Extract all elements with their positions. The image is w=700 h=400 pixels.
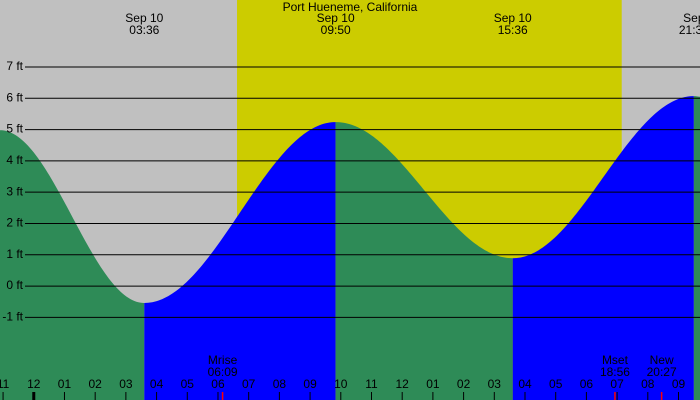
y-tick-label: 4 ft: [6, 153, 23, 167]
moon-time: 20:27: [647, 365, 677, 379]
y-tick-label: 7 ft: [6, 59, 23, 73]
moon-time: 18:56: [600, 365, 630, 379]
hour-label: 03: [488, 377, 502, 391]
falling-tide: [0, 130, 145, 400]
y-tick-label: 2 ft: [6, 216, 23, 230]
hour-label: 09: [303, 377, 317, 391]
hour-label: 03: [119, 377, 133, 391]
hour-label: 10: [334, 377, 348, 391]
hour-label: 04: [150, 377, 164, 391]
chart-title: Port Hueneme, California: [283, 0, 418, 14]
hour-label: 04: [518, 377, 532, 391]
hour-label: 07: [610, 377, 624, 391]
extreme-time: 09:50: [321, 23, 351, 37]
moon-label: Mset: [602, 353, 629, 367]
extreme-time: 21:30: [679, 23, 700, 37]
hour-label: 05: [181, 377, 195, 391]
hour-label: 11: [365, 377, 378, 391]
moon-label: New: [650, 353, 674, 367]
hour-label: 08: [641, 377, 655, 391]
y-tick-label: 0 ft: [6, 278, 23, 292]
hour-label: 02: [457, 377, 471, 391]
falling-tide: [693, 96, 700, 400]
hour-label: 01: [426, 377, 440, 391]
rising-tide: [512, 96, 694, 400]
y-tick-label: 6 ft: [6, 90, 23, 104]
hour-label: 06: [580, 377, 594, 391]
hour-label: 12: [27, 377, 41, 391]
y-tick-label: -1 ft: [2, 310, 23, 324]
rising-tide: [144, 122, 336, 400]
extreme-time: 15:36: [498, 23, 528, 37]
extreme-date: Sep: [683, 11, 700, 25]
moon-time: 06:09: [208, 365, 238, 379]
y-tick-label: 3 ft: [6, 184, 23, 198]
extreme-date: Sep 10: [494, 11, 532, 25]
extreme-date: Sep 10: [317, 11, 355, 25]
hour-label: 08: [273, 377, 287, 391]
moon-label: Mrise: [208, 353, 238, 367]
hour-label: 01: [58, 377, 72, 391]
hour-label: 06: [211, 377, 225, 391]
hour-label: 09: [672, 377, 686, 391]
hour-label: 12: [396, 377, 410, 391]
y-tick-label: 1 ft: [6, 247, 23, 261]
hour-label: 02: [88, 377, 102, 391]
hour-label: 07: [242, 377, 256, 391]
y-tick-label: 5 ft: [6, 122, 23, 136]
extreme-date: Sep 10: [125, 11, 163, 25]
falling-tide: [335, 122, 513, 400]
hour-label: 11: [0, 377, 10, 391]
extreme-time: 03:36: [129, 23, 159, 37]
hour-label: 05: [549, 377, 563, 391]
